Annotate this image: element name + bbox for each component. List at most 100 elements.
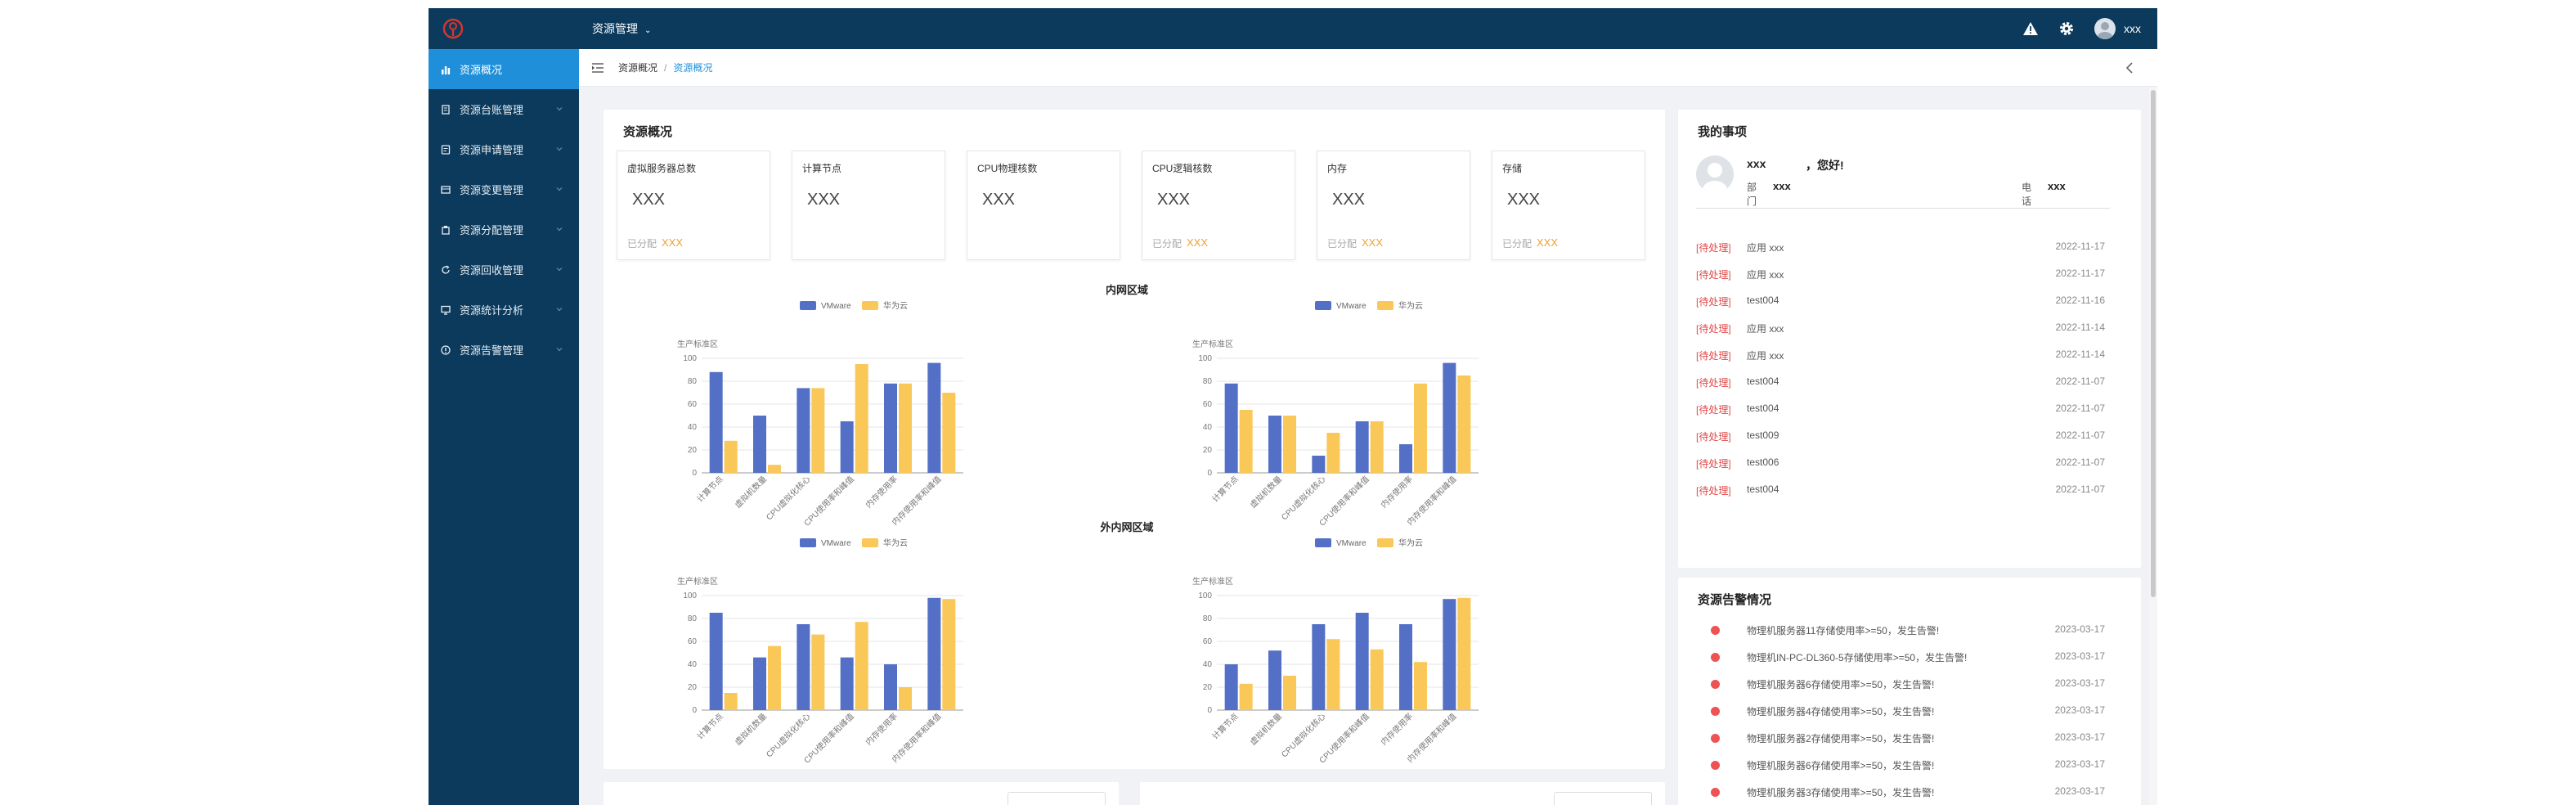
bar	[1414, 662, 1427, 710]
bar-chart-inner-1: VMware 华为云 生产标准区 0 20 40 60 80 100 计算节点 虚拟机数量 CPU虚拟…	[636, 296, 1127, 528]
alarm-row[interactable]: 物理机服务器4存储使用率>=50，发生告警! 2023-03-17	[1696, 704, 2105, 721]
bar	[942, 393, 956, 473]
bar	[753, 657, 766, 710]
logo-icon	[442, 18, 464, 39]
task-row[interactable]: [待处理] test009 2022-11-07	[1696, 429, 2105, 446]
task-row[interactable]: [待处理] test004 2022-11-07	[1696, 376, 2105, 392]
bar-chart-inner-2: VMware 华为云 生产标准区 0 20 40 60 80 100 计算节点 虚拟机数量 CPU虚拟…	[1151, 296, 1642, 528]
chevron-down-icon	[556, 227, 563, 232]
alarm-row[interactable]: 物理机服务器11存储使用率>=50，发生告警! 2023-03-17	[1696, 623, 2105, 640]
sidebar-item-recycle[interactable]: 资源回收管理	[429, 250, 579, 290]
y-tick-label: 100	[683, 354, 697, 363]
sidebar-item-label: 资源台账管理	[460, 104, 524, 116]
dept-value: xxx	[1773, 180, 1791, 192]
bar	[927, 362, 941, 473]
bottom-right-panel	[1140, 782, 1665, 805]
username: xxx	[2124, 22, 2141, 35]
panel-title: 资源告警情况	[1698, 593, 1772, 607]
y-tick-label: 20	[1203, 446, 1213, 455]
bar	[1355, 421, 1369, 473]
bar	[884, 664, 897, 710]
x-tick-label: CPU虚拟化核心	[1279, 474, 1327, 522]
legend-swatch	[862, 301, 878, 310]
sidebar-item-overview[interactable]: 资源概况	[429, 49, 579, 89]
task-row[interactable]: [待处理] test004 2022-11-16	[1696, 295, 2105, 311]
alarm-row[interactable]: 物理机服务器6存储使用率>=50，发生告警! 2023-03-17	[1696, 758, 2105, 775]
sidebar-item-label: 资源回收管理	[460, 264, 524, 277]
alarm-date: 2023-03-17	[2054, 731, 2105, 743]
task-date: 2022-11-07	[2055, 429, 2106, 441]
task-row[interactable]: [待处理] 应用 xxx 2022-11-17	[1696, 268, 2105, 284]
bar	[1399, 624, 1412, 710]
alarm-text: 物理机服务器6存储使用率>=50，发生告警!	[1747, 679, 1935, 690]
task-row[interactable]: [待处理] 应用 xxx 2022-11-17	[1696, 241, 2105, 257]
legend-label: VMware	[1336, 302, 1367, 311]
alarm-text: 物理机服务器2存储使用率>=50，发生告警!	[1747, 733, 1935, 744]
task-date: 2022-11-14	[2055, 349, 2106, 360]
task-row[interactable]: [待处理] 应用 xxx 2022-11-14	[1696, 322, 2105, 338]
region-title-inner: 内网区域	[1105, 284, 1148, 296]
bar	[768, 645, 781, 710]
assign-icon	[440, 224, 451, 236]
chart-subtitle: 生产标准区	[677, 576, 718, 587]
task-row[interactable]: [待处理] test006 2022-11-07	[1696, 456, 2105, 473]
gear-icon[interactable]	[2058, 20, 2075, 37]
chart-subtitle: 生产标准区	[1192, 339, 1233, 349]
task-tag: [待处理]	[1696, 431, 1731, 443]
breadcrumb-parent[interactable]: 资源概况	[618, 62, 658, 74]
task-row[interactable]: [待处理] 应用 xxx 2022-11-14	[1696, 349, 2105, 365]
alarm-dot-icon	[1711, 626, 1720, 635]
sidebar-item-assign[interactable]: 资源分配管理	[429, 209, 579, 250]
bar	[797, 624, 810, 710]
x-tick-label: 内存使用率	[864, 711, 900, 748]
scrollbar-thumb[interactable]	[2151, 90, 2156, 597]
stat-value: XXX	[807, 191, 841, 209]
allocated-label: 已分配	[1502, 238, 1533, 250]
alarm-row[interactable]: 物理机服务器6存储使用率>=50，发生告警! 2023-03-17	[1696, 677, 2105, 694]
bar	[709, 371, 723, 473]
legend-label: VMware	[821, 302, 851, 311]
warning-icon[interactable]	[2022, 20, 2039, 37]
menu-fold-icon[interactable]	[592, 62, 604, 73]
system-menu-dropdown[interactable]: 资源管理 ⌄	[592, 8, 651, 49]
alarm-dot-icon	[1711, 653, 1720, 662]
y-tick-label: 20	[688, 446, 698, 455]
x-tick-label: CPU虚拟化核心	[764, 474, 812, 522]
sidebar-item-statistics[interactable]: 资源统计分析	[429, 290, 579, 330]
task-row[interactable]: [待处理] test004 2022-11-07	[1696, 402, 2105, 419]
alarm-date: 2023-03-17	[2054, 704, 2105, 716]
bottom-right-select[interactable]	[1554, 792, 1652, 805]
alarm-row[interactable]: 物理机IN-PC-DL360-5存储使用率>=50，发生告警! 2023-03-1…	[1696, 650, 2105, 667]
y-tick-label: 80	[1203, 614, 1213, 623]
legend-swatch	[1377, 301, 1393, 310]
task-text: 应用 xxx	[1747, 242, 1784, 254]
alarm-row[interactable]: 物理机服务器2存储使用率>=50，发生告警! 2023-03-17	[1696, 731, 2105, 748]
sidebar-item-ledger[interactable]: 资源台账管理	[429, 89, 579, 129]
phone-label: 电话	[2022, 182, 2032, 207]
task-date: 2022-11-07	[2055, 402, 2106, 414]
alarm-dot-icon	[1711, 734, 1720, 743]
sidebar-item-alerts[interactable]: 资源告警管理	[429, 330, 579, 370]
allocated-label: 已分配	[627, 238, 657, 250]
avatar	[2094, 18, 2116, 39]
bar	[1399, 444, 1412, 473]
chevron-down-icon	[556, 147, 563, 151]
stat-value: XXX	[1507, 191, 1541, 209]
alarm-text: 物理机服务器6存储使用率>=50，发生告警!	[1747, 760, 1935, 771]
bar	[1283, 416, 1296, 473]
bar	[1224, 383, 1238, 473]
bar	[724, 440, 738, 473]
alarm-dot-icon	[1711, 761, 1720, 770]
task-row[interactable]: [待处理] test004 2022-11-07	[1696, 483, 2105, 500]
bar	[1326, 639, 1340, 710]
greeting-text: ，您好!	[1806, 159, 1844, 172]
bottom-left-select[interactable]	[1008, 792, 1106, 805]
sidebar-item-apply[interactable]: 资源申请管理	[429, 129, 579, 169]
user-menu[interactable]: xxx	[2094, 18, 2141, 39]
allocated-value: XXX	[1187, 236, 1209, 249]
alarm-row[interactable]: 物理机服务器3存储使用率>=50，发生告警! 2023-03-17	[1696, 785, 2105, 802]
sidebar-item-change[interactable]: 资源变更管理	[429, 169, 579, 209]
x-tick-label: 内存使用率	[1379, 474, 1416, 510]
chevron-left-icon[interactable]	[2123, 61, 2138, 75]
stat-value: XXX	[1157, 191, 1191, 209]
